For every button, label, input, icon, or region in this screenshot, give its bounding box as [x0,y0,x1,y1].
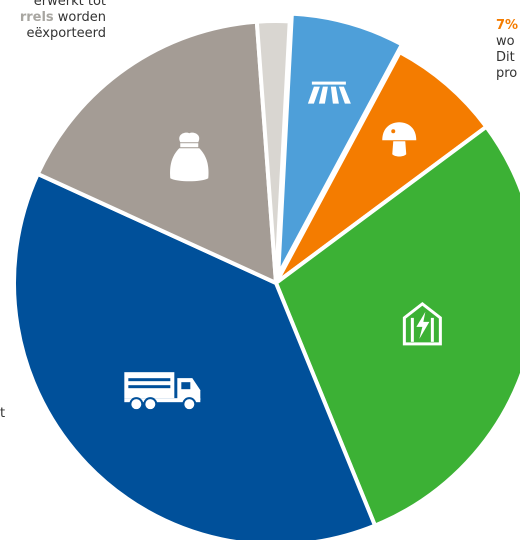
greenhouse-energy-icon [402,301,442,346]
annotation-right-line4: pro [496,66,518,81]
pie-slice-field [276,11,404,278]
pie-slice-greenhouse-energy [274,124,520,528]
annotation-right-line3: Dit [496,50,515,65]
annotation-left-line3: eëxporteerd [26,26,106,41]
slice-icons [124,81,442,412]
mushroom-icon [382,122,417,157]
annotation-right-line2: wo [496,34,515,49]
annotation-left-line2-rest: worden [53,10,106,25]
pie-slice-mushroom [274,50,489,285]
annotation-left-line1: erwerkt tot [33,0,106,9]
annotation-left: erwerkt tot rrels worden eëxporteerd [20,0,106,42]
sack-icon [170,132,209,182]
pie-slice-sack [35,19,278,285]
truck-icon [124,372,201,412]
pie-slice-other [254,19,292,285]
field-icon [307,81,351,104]
pie-slices [12,11,520,540]
annotation-right-highlight: 7% [496,18,519,33]
pie-slice-truck [12,171,377,540]
annotation-left-line2: rrels worden [20,10,106,26]
annotation-fragment-left: t [0,406,6,421]
annotation-right: 7% wo Dit pro [496,18,518,82]
annotation-left-highlight: rrels [19,10,54,25]
